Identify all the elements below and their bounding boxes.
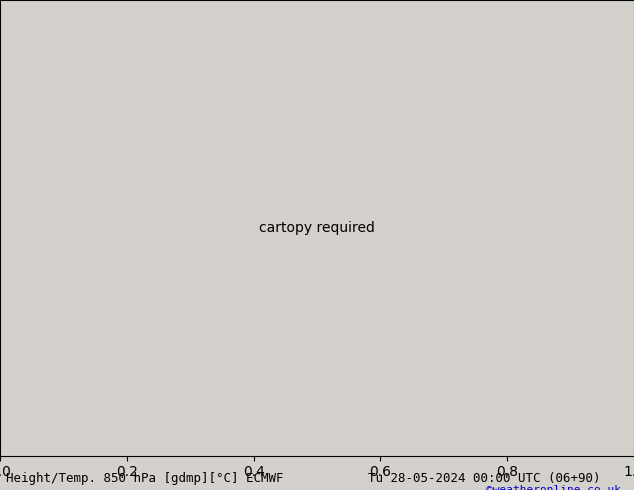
Text: Height/Temp. 850 hPa [gdmp][°C] ECMWF: Height/Temp. 850 hPa [gdmp][°C] ECMWF	[6, 472, 284, 485]
Text: Tu 28-05-2024 00:00 UTC (06+90): Tu 28-05-2024 00:00 UTC (06+90)	[368, 472, 600, 485]
Text: cartopy required: cartopy required	[259, 221, 375, 235]
Text: ©weatheronline.co.uk: ©weatheronline.co.uk	[486, 485, 621, 490]
